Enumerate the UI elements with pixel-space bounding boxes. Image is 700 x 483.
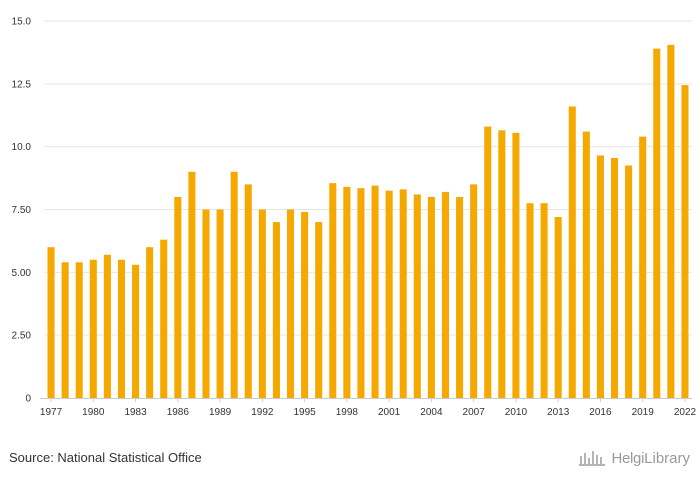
y-tick-label: 15.0 [12, 17, 32, 28]
bar-2002 [399, 189, 407, 398]
x-tick-label: 1977 [40, 407, 63, 418]
x-tick-label: 2007 [463, 407, 486, 418]
grid-lines [44, 20, 692, 336]
bar-2016 [596, 155, 604, 398]
bar-1989 [216, 209, 224, 398]
bar-2004 [427, 196, 435, 398]
bar-2012 [540, 203, 548, 398]
bar-1993 [272, 222, 280, 398]
bar-2014 [568, 106, 576, 398]
x-tick-label: 1983 [124, 407, 147, 418]
bar-1996 [315, 222, 323, 398]
bar-1979 [75, 262, 83, 398]
bar-2022 [681, 85, 689, 398]
bar-1994 [287, 209, 295, 398]
x-axis-ticks: 1977 1980 1983 1986 1989 1992 1995 1998 2001 2004… [40, 398, 697, 418]
bar-1984 [146, 247, 154, 398]
bar-2005 [441, 191, 449, 398]
bar-1987 [188, 171, 196, 398]
y-tick-label: 10.0 [12, 142, 32, 153]
x-tick-label: 1989 [209, 407, 232, 418]
bar-1985 [160, 239, 168, 398]
helgi-library-logo-icon [579, 451, 606, 466]
bar-1995 [301, 212, 309, 398]
bar-2015 [582, 131, 590, 398]
x-tick-label: 2010 [505, 407, 528, 418]
logo-text-library: Library [644, 449, 690, 467]
bar-2013 [554, 217, 562, 398]
bar-1986 [174, 196, 182, 398]
x-tick-label: 2022 [674, 407, 697, 418]
y-tick-label: 12.5 [12, 79, 32, 90]
bar-2009 [498, 130, 506, 398]
bar-1997 [329, 183, 337, 398]
bar-1999 [357, 188, 365, 398]
x-tick-label: 1986 [167, 407, 190, 418]
bar-1990 [230, 171, 238, 398]
bar-2008 [484, 126, 492, 398]
bar-1977 [47, 247, 55, 398]
x-tick-label: 2016 [589, 407, 612, 418]
bar-2010 [512, 132, 520, 399]
helgi-library-logo: Helgi Library [579, 449, 690, 467]
bar-1978 [61, 262, 69, 398]
x-tick-label: 1992 [251, 407, 274, 418]
bars [47, 44, 689, 399]
x-tick-label: 1995 [293, 407, 316, 418]
bar-1992 [258, 209, 266, 398]
x-tick-label: 2013 [547, 407, 570, 418]
bar-1982 [117, 259, 125, 398]
x-tick-label: 2004 [420, 407, 443, 418]
x-tick-label: 2019 [632, 407, 655, 418]
bar-2000 [371, 185, 379, 398]
bar-2020 [653, 48, 661, 398]
y-tick-label: 5.00 [12, 268, 32, 279]
bar-2017 [611, 157, 619, 398]
bar-1981 [103, 254, 111, 398]
y-tick-label: 7.50 [12, 205, 32, 216]
bar-2021 [667, 44, 675, 398]
bar-2003 [413, 194, 421, 398]
y-tick-label: 0 [25, 394, 31, 405]
bar-2001 [385, 190, 393, 398]
x-tick-label: 1980 [82, 407, 105, 418]
x-tick-label: 2001 [378, 407, 401, 418]
bar-1980 [89, 259, 97, 398]
bar-1988 [202, 209, 210, 398]
x-tick-label: 1998 [336, 407, 359, 418]
bar-1991 [244, 184, 252, 398]
bar-2007 [470, 184, 478, 398]
bar-2019 [639, 136, 647, 398]
bar-2018 [625, 165, 633, 398]
y-tick-label: 2.50 [12, 331, 32, 342]
bar-2011 [526, 203, 534, 398]
bar-1983 [132, 264, 140, 398]
bar-1998 [343, 186, 351, 398]
bar-2006 [456, 196, 464, 398]
logo-text-helgi: Helgi [611, 449, 645, 467]
y-axis-ticks: 0 2.50 5.00 7.50 10.0 12.5 15.0 [12, 17, 32, 405]
source-note: Source: National Statistical Office [9, 450, 202, 465]
